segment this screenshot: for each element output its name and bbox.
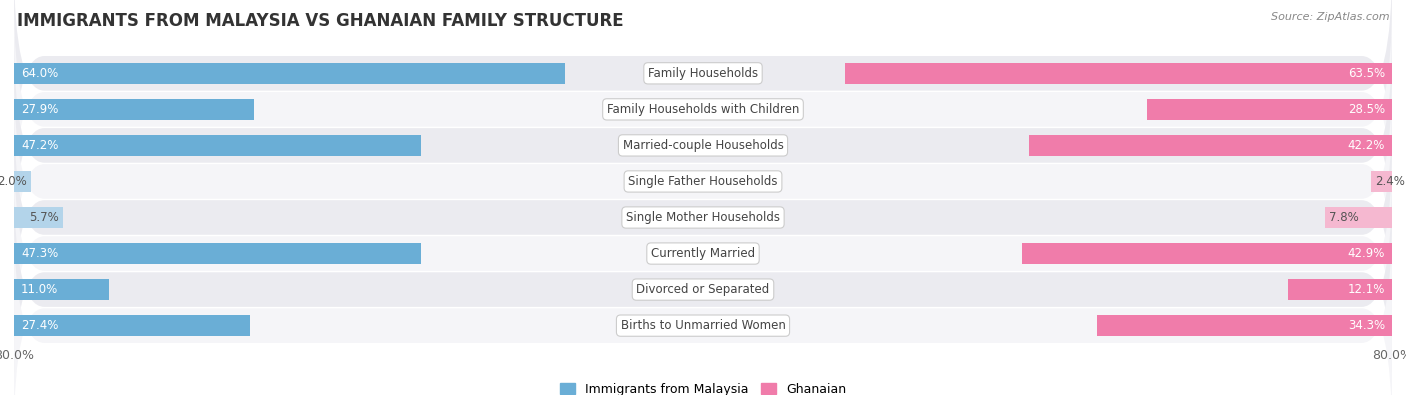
Bar [14, 315, 250, 336]
Text: Source: ZipAtlas.com: Source: ZipAtlas.com [1271, 12, 1389, 22]
FancyBboxPatch shape [14, 109, 1392, 326]
Text: Single Mother Households: Single Mother Households [626, 211, 780, 224]
Text: 42.2%: 42.2% [1348, 139, 1385, 152]
Text: 42.9%: 42.9% [1348, 247, 1385, 260]
FancyBboxPatch shape [14, 0, 1392, 218]
Bar [14, 207, 63, 228]
Text: 47.2%: 47.2% [21, 139, 58, 152]
Text: Married-couple Households: Married-couple Households [623, 139, 783, 152]
Bar [1288, 279, 1392, 300]
Bar [1022, 243, 1392, 264]
Text: Currently Married: Currently Married [651, 247, 755, 260]
FancyBboxPatch shape [14, 73, 1392, 290]
Text: 27.4%: 27.4% [21, 319, 58, 332]
Bar [1324, 207, 1392, 228]
Text: Family Households: Family Households [648, 67, 758, 80]
Text: 7.8%: 7.8% [1329, 211, 1358, 224]
Text: 63.5%: 63.5% [1348, 67, 1385, 80]
FancyBboxPatch shape [14, 0, 1392, 182]
Legend: Immigrants from Malaysia, Ghanaian: Immigrants from Malaysia, Ghanaian [555, 378, 851, 395]
Text: Births to Unmarried Women: Births to Unmarried Women [620, 319, 786, 332]
Text: Family Households with Children: Family Households with Children [607, 103, 799, 116]
FancyBboxPatch shape [14, 37, 1392, 254]
FancyBboxPatch shape [14, 217, 1392, 395]
Text: IMMIGRANTS FROM MALAYSIA VS GHANAIAN FAMILY STRUCTURE: IMMIGRANTS FROM MALAYSIA VS GHANAIAN FAM… [17, 12, 623, 30]
Bar [1097, 315, 1392, 336]
Text: 2.4%: 2.4% [1375, 175, 1406, 188]
Bar [14, 243, 422, 264]
Text: 5.7%: 5.7% [30, 211, 59, 224]
Text: 28.5%: 28.5% [1348, 103, 1385, 116]
Text: 64.0%: 64.0% [21, 67, 58, 80]
Text: 11.0%: 11.0% [21, 283, 58, 296]
Bar [14, 63, 565, 84]
Bar [14, 99, 254, 120]
Bar [1371, 171, 1392, 192]
Bar [14, 279, 108, 300]
Bar [14, 135, 420, 156]
Text: 12.1%: 12.1% [1348, 283, 1385, 296]
Text: Single Father Households: Single Father Households [628, 175, 778, 188]
Text: 34.3%: 34.3% [1348, 319, 1385, 332]
Bar [14, 171, 31, 192]
FancyBboxPatch shape [14, 145, 1392, 362]
Text: 27.9%: 27.9% [21, 103, 58, 116]
Text: Divorced or Separated: Divorced or Separated [637, 283, 769, 296]
Bar [1029, 135, 1392, 156]
Bar [1146, 99, 1392, 120]
Bar [845, 63, 1392, 84]
FancyBboxPatch shape [14, 181, 1392, 395]
Text: 2.0%: 2.0% [0, 175, 27, 188]
Text: 47.3%: 47.3% [21, 247, 58, 260]
